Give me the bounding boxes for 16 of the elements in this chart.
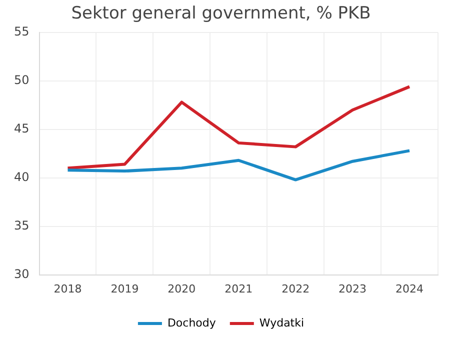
y-tick-label: 40 [14, 170, 30, 184]
x-tick-label: 2018 [54, 282, 82, 296]
y-tick-label: 55 [14, 24, 30, 39]
y-tick-label: 30 [14, 266, 30, 281]
legend-label: Wydatki [259, 316, 304, 330]
x-tick-label: 2021 [224, 282, 253, 296]
x-tick-label: 2024 [396, 282, 424, 296]
x-tick-label: 2020 [168, 282, 196, 296]
x-tick-label: 2023 [338, 282, 367, 296]
legend-label: Dochody [167, 316, 216, 330]
x-tick-label: 2019 [110, 282, 139, 296]
y-tick-label: 35 [14, 218, 30, 232]
y-tick-label: 45 [14, 121, 30, 136]
x-tick-label: 2022 [282, 282, 310, 296]
chart-title: Sektor general government, % PKB [71, 4, 371, 24]
y-tick-label: 50 [14, 73, 30, 88]
